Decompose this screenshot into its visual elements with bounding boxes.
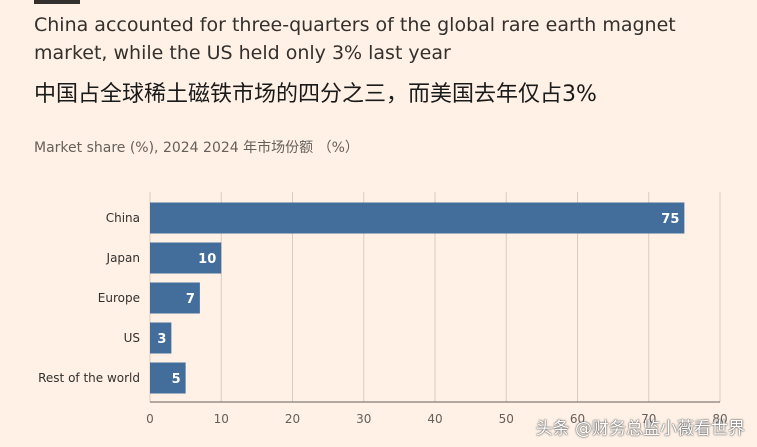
category-label: Rest of the world xyxy=(38,371,140,385)
chart-title-chinese: 中国占全球稀土磁铁市场的四分之三，而美国去年仅占3% xyxy=(34,82,597,107)
category-label: China xyxy=(106,211,140,225)
data-label: 5 xyxy=(172,372,181,387)
category-label: US xyxy=(124,331,140,345)
category-label: Europe xyxy=(98,291,140,305)
chart-title-english: China accounted for three-quarters of th… xyxy=(34,14,676,64)
bar-china xyxy=(150,202,685,234)
bar-us xyxy=(150,322,172,354)
x-tick-label: 70 xyxy=(641,412,656,426)
bar-chart: China 75 Japan 10 Europe 7 US 3 Rest of the worl… xyxy=(38,192,728,426)
data-label: 10 xyxy=(198,252,216,267)
x-tick-label: 0 xyxy=(146,412,154,426)
x-tick-label: 20 xyxy=(285,412,300,426)
data-label: 75 xyxy=(661,212,679,227)
data-label: 7 xyxy=(186,292,195,307)
chart-subtitle: Market share (%), 2024 2024 年市场份额 （%） xyxy=(34,140,359,156)
header-accent-bar xyxy=(34,0,80,4)
data-label: 3 xyxy=(157,332,166,347)
x-tick-label: 30 xyxy=(356,412,371,426)
bar-japan xyxy=(150,242,222,274)
bar-rest-of-the-world xyxy=(150,362,186,394)
category-label: Japan xyxy=(106,251,140,265)
watermark: 头条 @财务总监小薇看世界 xyxy=(535,419,745,439)
bar-europe xyxy=(150,282,200,314)
x-tick-label: 60 xyxy=(570,412,585,426)
x-tick-label: 40 xyxy=(427,412,442,426)
x-tick-label: 10 xyxy=(214,412,229,426)
x-tick-label: 80 xyxy=(712,412,727,426)
x-tick-label: 50 xyxy=(499,412,514,426)
